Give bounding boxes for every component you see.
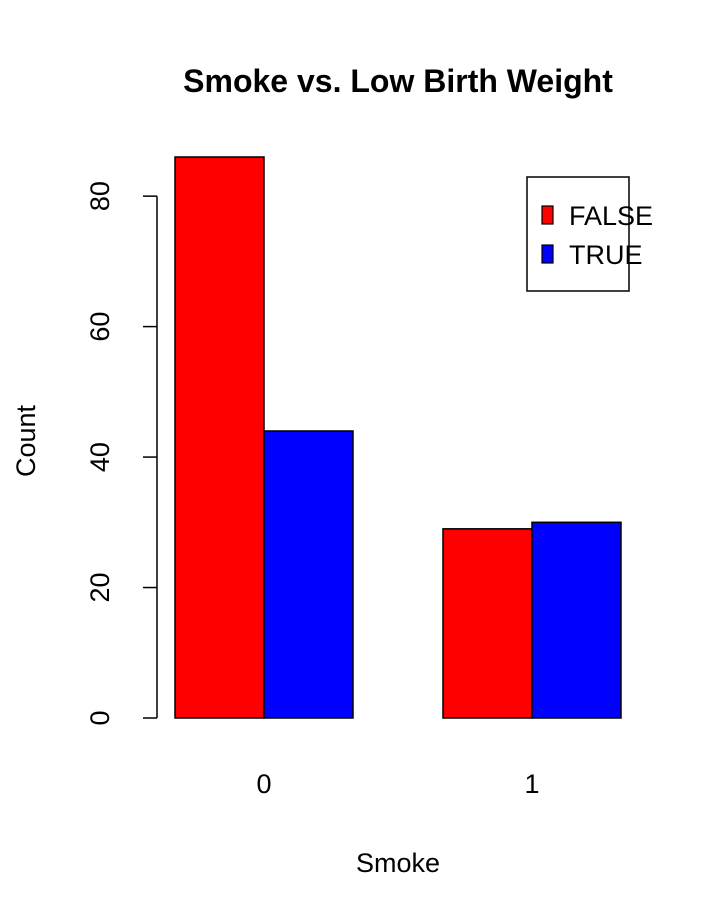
y-axis-label: Count: [11, 404, 41, 477]
bar-false-1: [442, 528, 533, 719]
y-axis: 0 20 40 60 80: [85, 181, 158, 726]
legend: FALSE TRUE: [526, 176, 653, 292]
bars: [174, 156, 622, 719]
y-tick-label: 80: [85, 181, 115, 211]
y-tick-label: 60: [85, 312, 115, 342]
legend-swatch-true: [541, 244, 554, 264]
x-tick-label: 1: [524, 769, 539, 799]
bar-false-0: [174, 156, 265, 719]
bar-true-1: [531, 521, 622, 719]
x-axis-label: Smoke: [356, 848, 440, 878]
y-tick-label: 20: [85, 573, 115, 603]
legend-label-true: TRUE: [569, 240, 643, 270]
chart-title: Smoke vs. Low Birth Weight: [183, 63, 613, 99]
legend-label-false: FALSE: [569, 201, 653, 231]
x-tick-label: 0: [256, 769, 271, 799]
bar-true-0: [263, 430, 354, 719]
legend-box: [526, 176, 630, 292]
legend-swatch-false: [541, 205, 554, 225]
y-tick-label: 40: [85, 442, 115, 472]
y-tick-label: 0: [85, 710, 115, 725]
